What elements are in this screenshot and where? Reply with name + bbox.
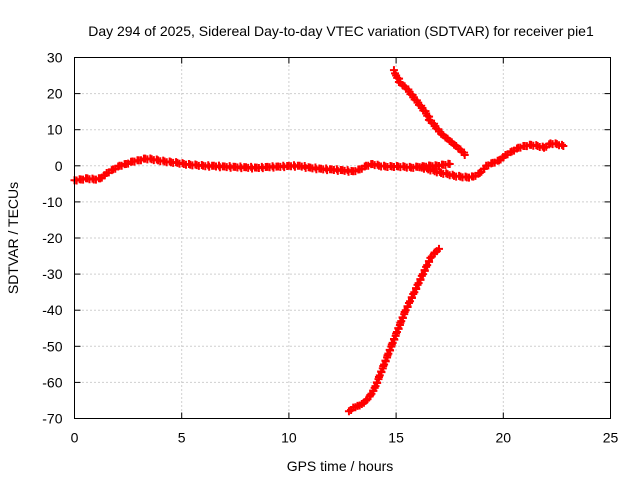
x-tick-label: 25 — [603, 430, 619, 446]
data-point-marker — [445, 159, 454, 168]
y-tick-label: -10 — [42, 194, 62, 210]
data-point-marker — [559, 141, 568, 150]
y-tick-label: 30 — [47, 50, 63, 66]
y-tick-label: -50 — [42, 338, 62, 354]
data-point-marker — [460, 150, 469, 159]
y-tick-label: 20 — [47, 86, 63, 102]
y-tick-label: 0 — [55, 158, 63, 174]
chart-title: Day 294 of 2025, Sidereal Day-to-day VTE… — [88, 23, 594, 39]
x-tick-label: 15 — [388, 430, 404, 446]
y-tick-label: 10 — [47, 122, 63, 138]
y-tick-label: -60 — [42, 374, 62, 390]
data-point-marker — [426, 253, 435, 262]
data-point-marker — [366, 391, 375, 400]
data-point-marker — [434, 244, 443, 253]
data-point-marker — [362, 396, 371, 405]
x-tick-label: 0 — [71, 430, 79, 446]
x-tick-label: 5 — [178, 430, 186, 446]
y-tick-label: -70 — [42, 411, 62, 427]
x-axis-title: GPS time / hours — [287, 458, 394, 474]
data-marks — [70, 66, 568, 416]
axis-ticks: 0 5 10 15 20 25 -70 -60 -50 -40 -30 -20 -10 0 10 20 30 — [42, 50, 618, 446]
y-axis-title: SDTVAR / TECUs — [5, 182, 21, 294]
data-point-marker — [475, 169, 484, 178]
y-tick-label: -40 — [42, 302, 62, 318]
x-tick-label: 20 — [496, 430, 512, 446]
data-point-marker — [557, 140, 566, 149]
y-tick-label: -20 — [42, 230, 62, 246]
grid-lines — [74, 57, 611, 419]
y-tick-label: -30 — [42, 266, 62, 282]
x-tick-label: 10 — [281, 430, 297, 446]
